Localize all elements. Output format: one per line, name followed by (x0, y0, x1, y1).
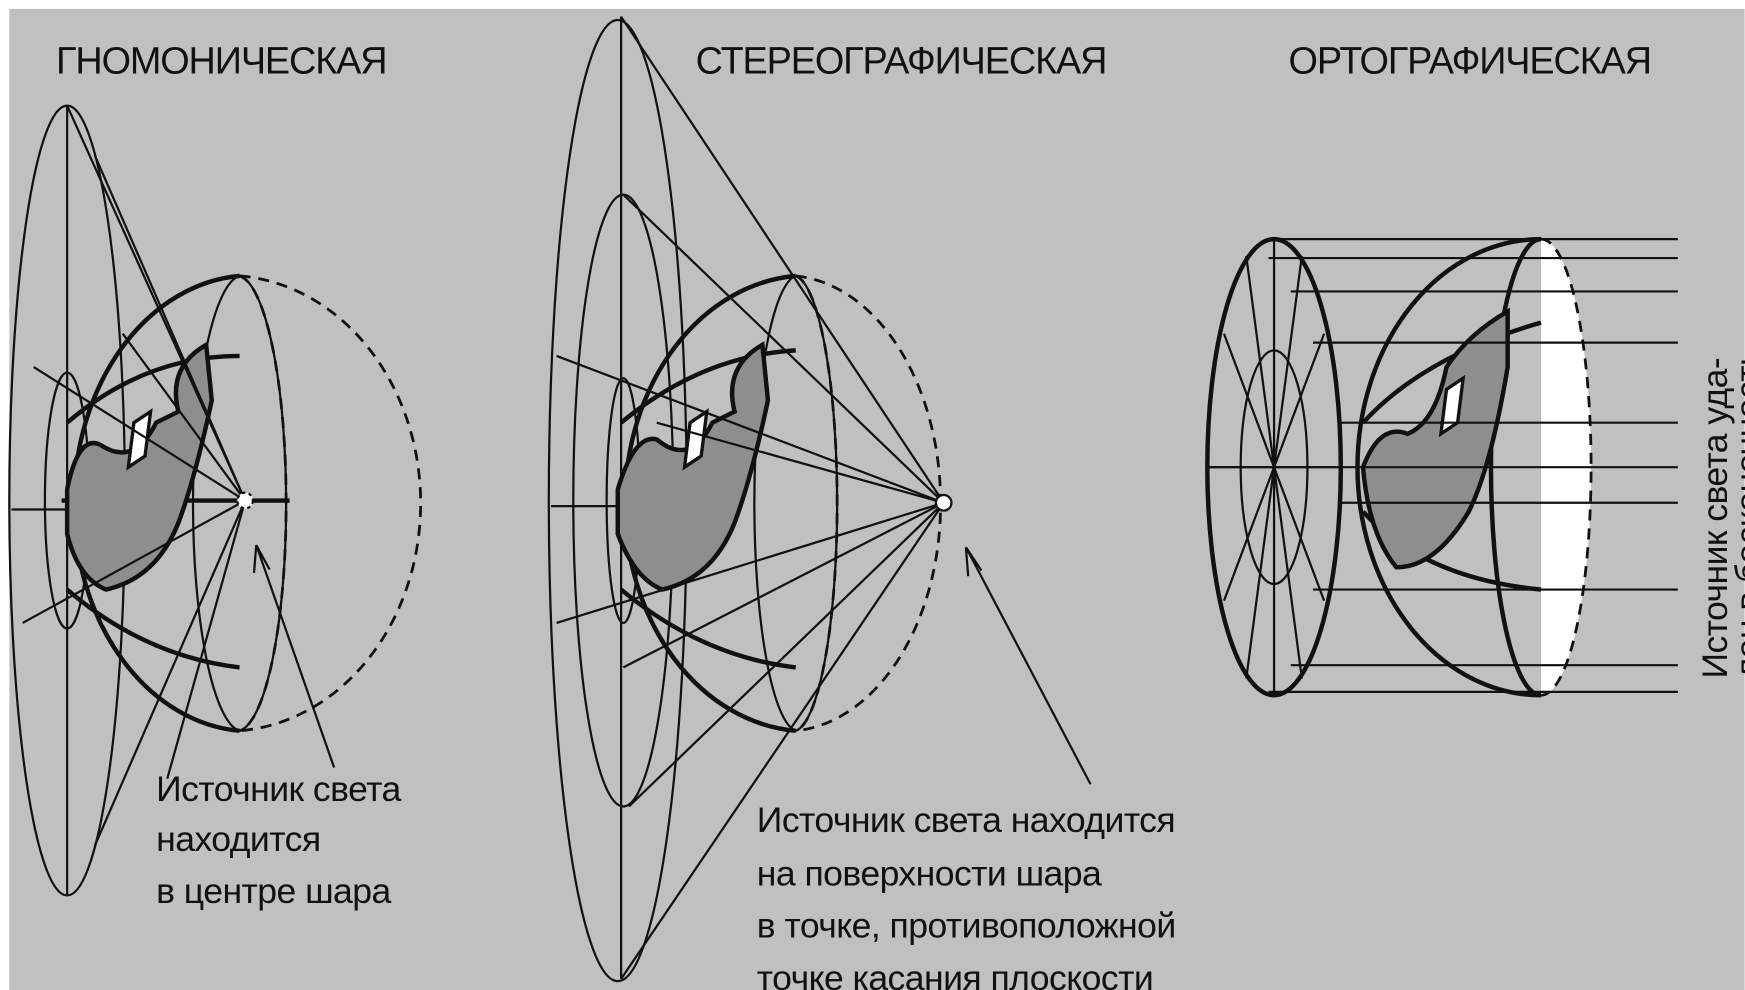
title: СТЕРЕОГРАФИЧЕСКАЯ (696, 40, 1107, 82)
title: ГНОМОНИЧЕСКАЯ (56, 40, 386, 82)
caption-line: на поверхности шара (757, 853, 1102, 893)
caption-line: лен в бесконечность (1728, 348, 1745, 678)
caption-line: Источник света находится (757, 800, 1175, 840)
caption-line: в точке, противоположной (757, 906, 1176, 946)
title: ОРТОГРАФИЧЕСКАЯ (1289, 40, 1651, 82)
caption-line: в центре шара (156, 871, 391, 911)
caption-line: находится (156, 819, 320, 859)
page: ГНОМОНИЧЕСКАЯ Источник света находится в… (0, 0, 1745, 990)
diagram: ГНОМОНИЧЕСКАЯ Источник света находится в… (0, 0, 1745, 990)
caption-line: Источник света (156, 769, 401, 809)
caption-line: точке касания плоскости (757, 958, 1153, 990)
